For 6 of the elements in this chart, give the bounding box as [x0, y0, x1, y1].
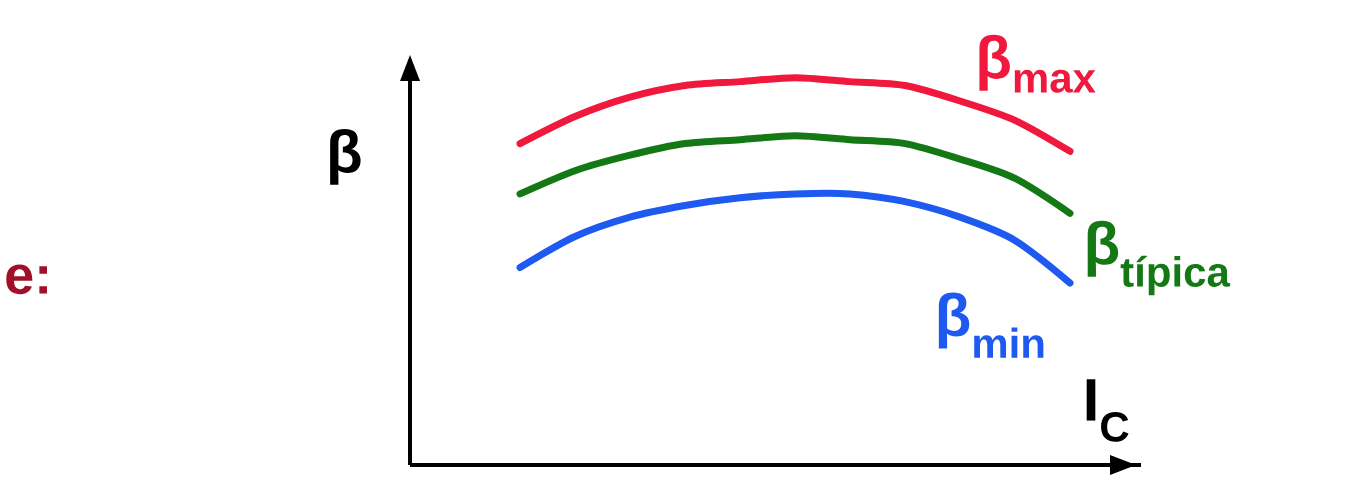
x-axis-title: I$_{C}$: [1086, 379, 1129, 442]
series-label: β$_{max}$: [979, 34, 1096, 93]
text: e:: [6, 264, 47, 295]
y-axis-title: β: [330, 128, 361, 185]
series-label: β$_{típica}$: [1087, 220, 1231, 296]
series-label: β$_{min}$: [938, 292, 1044, 358]
